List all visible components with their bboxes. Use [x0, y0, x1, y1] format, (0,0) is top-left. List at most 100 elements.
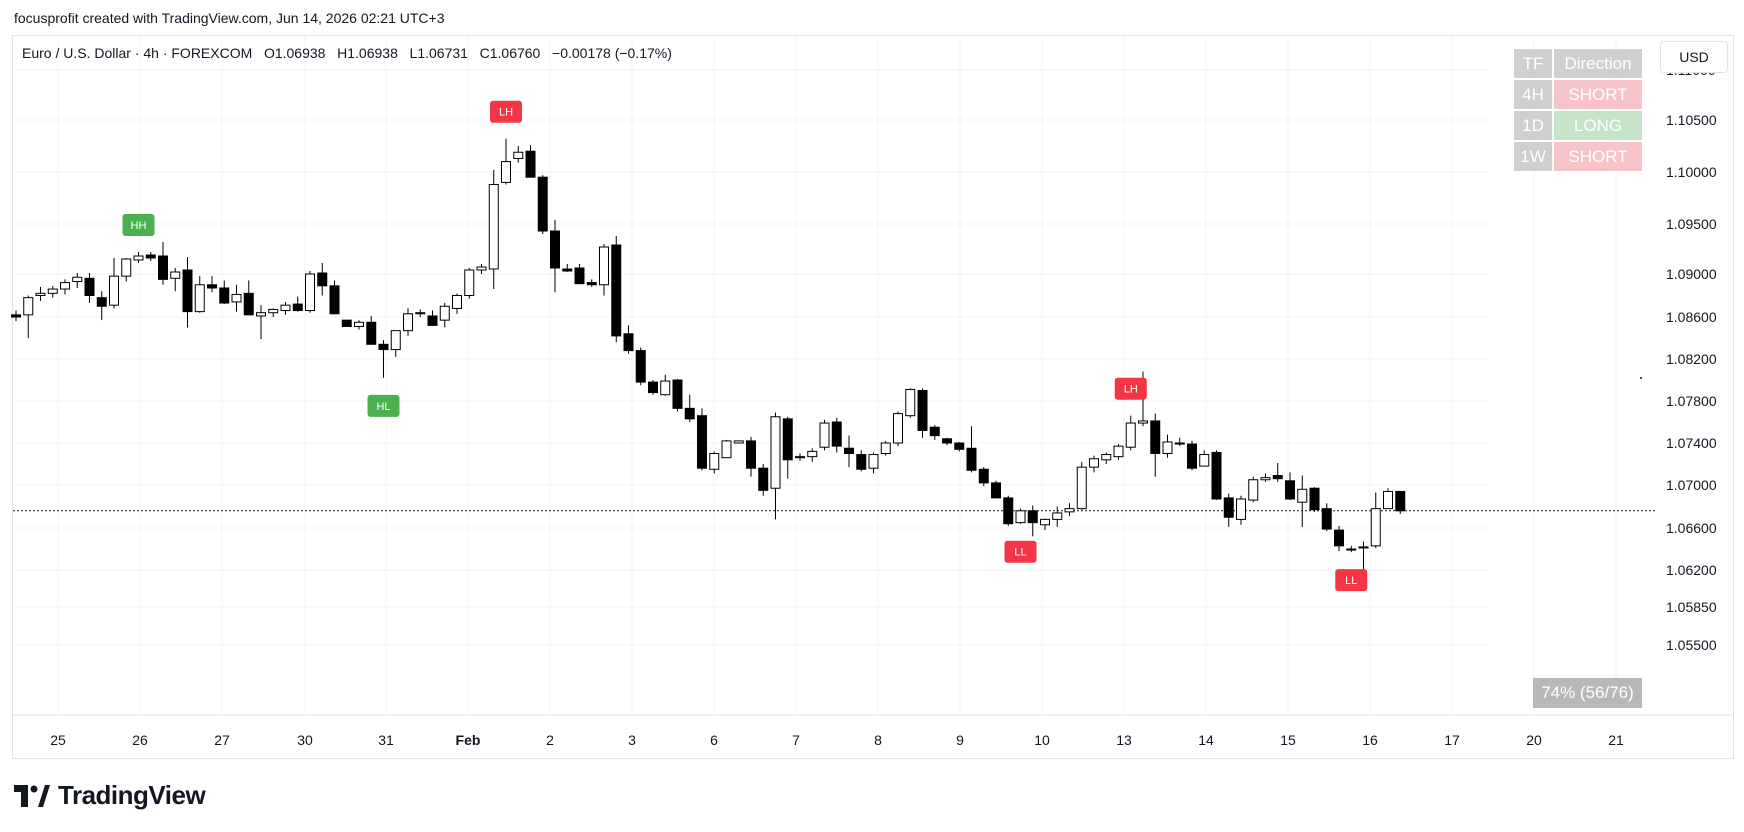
candle	[1383, 488, 1393, 510]
candle	[182, 257, 193, 328]
price-tick-label: 1.07400	[1666, 435, 1717, 451]
candle-body	[476, 266, 487, 271]
candle-body	[893, 413, 903, 444]
candle-body	[292, 303, 303, 312]
candle	[11, 310, 21, 322]
candle	[72, 273, 83, 288]
candles	[11, 138, 1406, 577]
chart-area[interactable]	[12, 35, 1734, 759]
candle	[721, 439, 732, 459]
candle-body	[329, 285, 340, 315]
swing-tag-text: HH	[131, 220, 147, 232]
candle-body	[170, 271, 181, 279]
swing-tag-box	[122, 214, 155, 236]
time-tick-label: 8	[874, 732, 882, 748]
candle-body	[96, 297, 107, 307]
candle	[1064, 503, 1075, 517]
swing-tag-hl: HL	[367, 394, 400, 417]
candle-body	[207, 284, 217, 289]
candle	[280, 301, 291, 315]
candle-body	[1358, 546, 1369, 549]
candle	[158, 242, 168, 285]
price-tick-label: 1.07800	[1666, 393, 1717, 409]
candle-body	[966, 447, 977, 471]
candle	[84, 273, 95, 304]
candle-body	[1211, 451, 1222, 500]
candle-body	[256, 312, 266, 317]
candle-body	[1309, 487, 1320, 511]
time-tick-label: 30	[297, 732, 313, 748]
candle	[1199, 450, 1210, 467]
candle	[96, 291, 107, 321]
candle	[513, 146, 524, 163]
change-value: −0.00178 (−0.17%)	[552, 45, 672, 61]
candle-body	[317, 272, 328, 287]
candle-body	[354, 321, 364, 327]
swing-tag-hh: HH	[122, 214, 155, 236]
price-axis[interactable]: 1.110001.105001.100001.095001.090001.086…	[1666, 62, 1717, 653]
candle	[942, 437, 952, 446]
candle-body	[929, 426, 940, 437]
candle	[47, 285, 58, 298]
candle-body	[1236, 498, 1246, 520]
candle	[991, 480, 1001, 499]
candle	[35, 286, 46, 301]
candle	[1027, 505, 1038, 537]
candle	[1248, 476, 1259, 503]
price-tick-label: 1.08200	[1666, 351, 1717, 367]
candle-body	[1113, 445, 1124, 458]
swing-tag-ll: LL	[1004, 540, 1037, 563]
candle-body	[807, 450, 818, 458]
candle-body	[537, 176, 548, 232]
candle-body	[1125, 422, 1136, 448]
candle	[550, 219, 560, 293]
direction-table: TF Direction 4H SHORT 1D LONG 1W SHORT	[1512, 47, 1644, 173]
candle-body	[145, 254, 156, 259]
candle	[1125, 415, 1136, 451]
open-label: O	[263, 45, 275, 61]
swing-tag-lh: LH	[1114, 377, 1147, 400]
price-tick-label: 1.09000	[1666, 266, 1717, 282]
candle-body	[268, 308, 279, 314]
direction-row: 1W SHORT	[1514, 142, 1642, 171]
candle	[1297, 475, 1308, 527]
candle	[1150, 413, 1161, 477]
candle-body	[905, 388, 916, 417]
candle-body	[586, 282, 597, 286]
candle-body	[501, 161, 511, 183]
candle	[390, 330, 401, 357]
candle-body	[1015, 510, 1026, 524]
candle	[831, 417, 842, 453]
candle-body	[464, 269, 475, 296]
tradingview-logo[interactable]: TradingView	[14, 780, 206, 811]
candle	[1015, 508, 1026, 524]
swing-tag-text: LH	[499, 107, 513, 119]
direction-header: Direction	[1554, 49, 1642, 78]
high-value: 1.06938	[347, 45, 398, 61]
candle-body	[1064, 508, 1075, 513]
time-tick-label: 26	[132, 732, 148, 748]
tradingview-logo-text: TradingView	[58, 780, 206, 810]
time-axis[interactable]: 25 26 27 30 31 Feb 2 3 6 7 8 9 10 13 14 15 16 17 20 21	[50, 732, 1624, 748]
candle	[795, 453, 805, 461]
candle	[574, 264, 585, 285]
price-tick-label: 1.10500	[1666, 112, 1717, 128]
candle	[354, 320, 364, 330]
candle	[1334, 525, 1344, 552]
time-tick-label: 15	[1280, 732, 1296, 748]
tf-cell: 4H	[1514, 80, 1552, 109]
candle	[525, 144, 536, 178]
swing-tag-box	[1335, 569, 1368, 592]
candle-body	[231, 293, 242, 303]
candle	[868, 452, 879, 474]
candle-body	[1272, 475, 1283, 480]
open-value: 1.06938	[274, 45, 326, 61]
symbol-title[interactable]: Euro / U.S. Dollar · 4h · FOREXCOM	[22, 45, 253, 61]
candle	[880, 440, 891, 456]
candle	[341, 319, 352, 327]
time-tick-label: 25	[50, 732, 66, 748]
candle	[1040, 518, 1050, 531]
candle	[23, 295, 34, 338]
currency-button[interactable]: USD	[1660, 41, 1728, 73]
